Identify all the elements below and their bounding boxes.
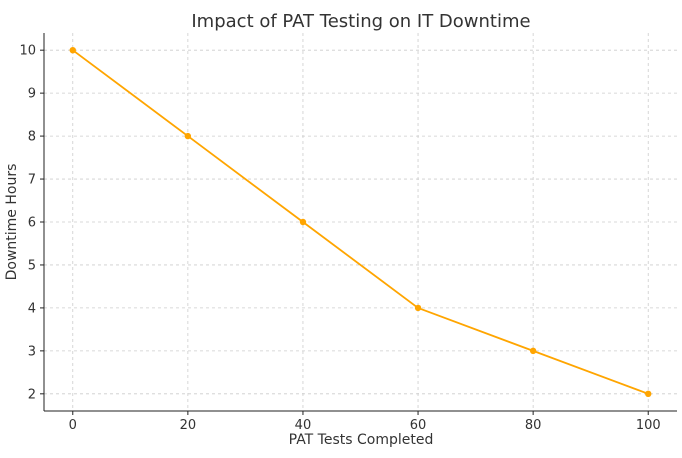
y-tick-label: 8 (28, 130, 36, 145)
data-point (184, 132, 192, 140)
data-point (645, 390, 652, 398)
y-tick-label: 6 (28, 216, 36, 231)
y-tick-label: 10 (19, 44, 36, 59)
x-axis-label: PAT Tests Completed (289, 432, 434, 448)
chart-title: Impact of PAT Testing on IT Downtime (191, 11, 530, 32)
data-point (529, 347, 537, 355)
y-tick-label: 5 (28, 258, 36, 273)
data-point (69, 46, 76, 54)
y-tick-label: 9 (28, 87, 36, 102)
data-point (299, 218, 307, 226)
y-tick-label: 3 (28, 344, 36, 359)
x-tick-label: 100 (636, 418, 661, 433)
series-line (72, 49, 649, 395)
x-tick-label: 80 (525, 418, 542, 433)
y-axis-label: Downtime Hours (4, 164, 20, 281)
x-tick-label: 40 (295, 418, 312, 433)
x-tick-label: 60 (410, 418, 427, 433)
y-tick-label: 7 (28, 173, 36, 188)
series-layer (69, 46, 652, 398)
y-tick-label: 4 (28, 301, 36, 316)
ticks-layer: 0 20 40 60 80 100 2 3 4 5 6 7 8 9 10 (19, 44, 660, 433)
x-tick-label: 0 (69, 418, 77, 433)
data-point (414, 304, 422, 312)
x-tick-label: 20 (180, 418, 197, 433)
grid-layer (44, 33, 677, 411)
y-tick-label: 2 (28, 387, 36, 402)
axes-layer (43, 33, 677, 412)
